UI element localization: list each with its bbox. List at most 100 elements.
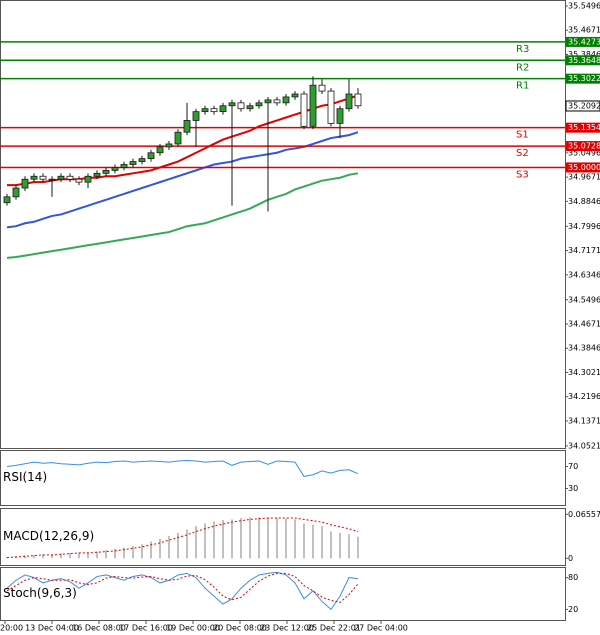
x-tick-label: 13 Dec 04:00 — [25, 624, 79, 633]
x-tick-label: 27 Dec 04:00 — [354, 624, 408, 633]
candle-body — [30, 175, 38, 180]
y-tick-label: 34.63460 — [568, 270, 600, 279]
panel-frame — [0, 0, 566, 449]
y-tick-label: 34.21960 — [568, 392, 600, 401]
candle-body — [210, 108, 218, 113]
y-tick-label: 70 — [568, 462, 578, 471]
candle-body — [246, 105, 254, 110]
candle-body — [12, 187, 20, 198]
candle-body — [201, 108, 209, 113]
candle-body — [165, 143, 173, 148]
panel-frame — [0, 508, 566, 566]
candle-body — [291, 93, 299, 98]
indicator-line — [6, 572, 359, 604]
moving-average — [7, 94, 359, 187]
y-tick-label: 30 — [568, 484, 578, 493]
candle-body — [309, 84, 317, 127]
x-tick-label: 23 Dec 12:00 — [260, 624, 314, 633]
candle-body — [3, 196, 11, 204]
candle-body — [111, 167, 119, 171]
pivot-label: S3 — [516, 169, 529, 180]
y-tick-label: 34.79960 — [568, 222, 600, 231]
candle-body — [21, 178, 29, 189]
y-tick-label: 34.30210 — [568, 368, 600, 377]
candle-body — [84, 175, 92, 183]
last-price-tag — [565, 100, 600, 112]
candle-body — [156, 146, 164, 154]
x-tick-label: 20:00 — [0, 624, 23, 633]
indicator-line — [6, 517, 359, 559]
candle-body — [75, 178, 83, 183]
candle-body — [354, 93, 362, 107]
price-tag-label: 35.30220 — [568, 74, 600, 83]
indicator-title: Stoch(9,6,3) — [3, 586, 77, 600]
y-tick-label: 35.38460 — [568, 50, 600, 59]
pivot-label: S2 — [516, 148, 529, 159]
candle-body — [336, 108, 344, 124]
panel-frame — [0, 567, 566, 621]
candle-body — [147, 152, 155, 160]
candle-body — [219, 105, 227, 113]
candle-body — [327, 90, 335, 124]
candle-body — [48, 178, 56, 181]
candle-body — [102, 169, 110, 174]
x-tick-label: 19 Dec 00:00 — [166, 624, 220, 633]
moving-average — [6, 172, 359, 259]
candle-body — [345, 93, 353, 110]
moving-average — [6, 131, 359, 229]
panel-frame — [0, 450, 566, 506]
candle-body — [264, 99, 272, 104]
candle-body — [228, 102, 236, 107]
candle-body — [192, 111, 200, 121]
pivot-label: R1 — [516, 81, 529, 92]
candle-body — [273, 99, 281, 104]
candle-body — [138, 158, 146, 162]
candle-body — [39, 175, 47, 180]
price-tag — [566, 36, 600, 47]
y-tick-label: 34.38460 — [568, 344, 600, 353]
candle-body — [183, 120, 191, 133]
y-tick-label: 34.13710 — [568, 416, 600, 425]
price-tag — [566, 73, 600, 84]
indicator-title: RSI(14) — [3, 470, 47, 484]
price-tag — [566, 141, 600, 152]
price-tag-label: 35.00000 — [568, 163, 600, 172]
price-tag — [566, 122, 600, 133]
pivot-label: S1 — [516, 130, 529, 141]
candle-body — [282, 96, 290, 104]
candle-body — [66, 175, 74, 180]
candle-body — [300, 93, 308, 127]
y-tick-label: 35.46710 — [568, 26, 600, 35]
indicator-line — [6, 459, 359, 477]
y-tick-label: 34.05210 — [568, 441, 600, 450]
candle-body — [57, 175, 65, 180]
y-tick-label: 34.88460 — [568, 197, 600, 206]
y-tick-label: 35.04960 — [568, 148, 600, 157]
pivot-label: R2 — [516, 62, 529, 73]
candle-body — [255, 102, 263, 107]
price-tag-label: 35.36480 — [568, 56, 600, 65]
price-tag-label: 35.42730 — [568, 37, 600, 46]
y-tick-label: 35.54960 — [568, 1, 600, 10]
candle-body — [93, 172, 101, 177]
price-tag — [566, 55, 600, 66]
x-tick-label: 16 Dec 08:00 — [72, 624, 126, 633]
x-tick-label: 17 Dec 16:00 — [119, 624, 173, 633]
y-tick-label: 0 — [568, 554, 573, 563]
last-price-label: 35.20924 — [568, 101, 600, 110]
candle-body — [129, 161, 137, 165]
y-tick-label: 34.54960 — [568, 295, 600, 304]
indicator-title: MACD(12,26,9) — [3, 529, 94, 543]
price-tag — [566, 162, 600, 173]
y-tick-label: 34.96710 — [568, 173, 600, 182]
candle-body — [174, 131, 182, 145]
y-tick-label: 34.46710 — [568, 319, 600, 328]
y-tick-label: 34.71710 — [568, 246, 600, 255]
y-tick-label: 80 — [568, 573, 578, 582]
candle-body — [318, 84, 326, 92]
candle-body — [237, 102, 245, 110]
x-tick-label: 25 Dec 22:01 — [307, 624, 361, 633]
y-tick-label: 20 — [568, 605, 578, 614]
y-tick-label: 0.065577 — [568, 510, 600, 519]
x-tick-label: 20 Dec 08:00 — [213, 624, 267, 633]
